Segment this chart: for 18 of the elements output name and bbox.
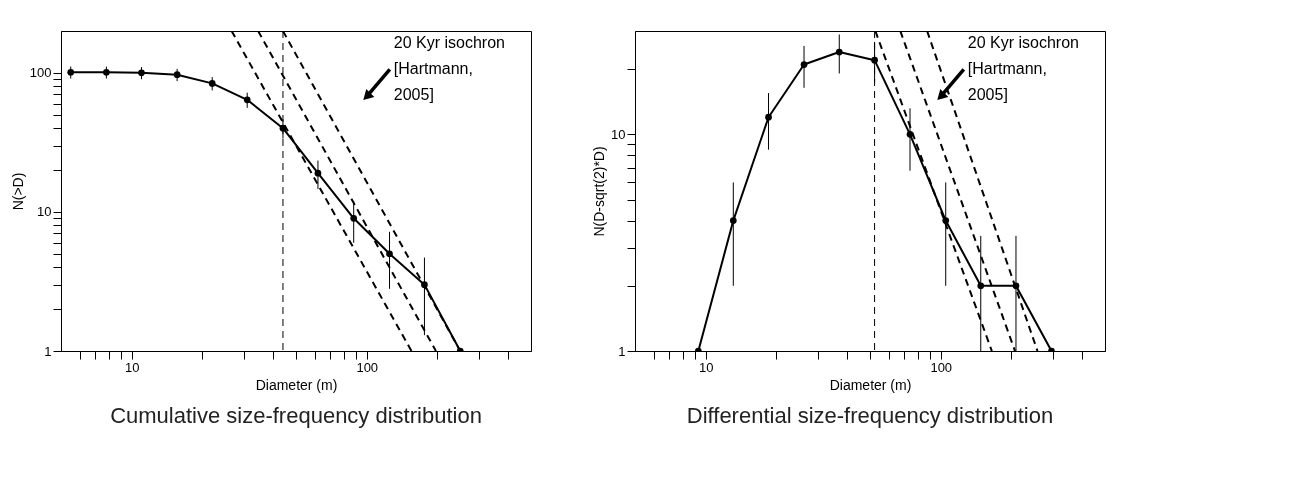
y-tick-label: 1 (44, 343, 52, 359)
y-tick-label: 1 (618, 343, 626, 359)
y-axis-title: N(>D) (9, 172, 26, 211)
text: Cumulative size-frequency distribution (110, 403, 482, 428)
y-tick-label: 100 (29, 65, 52, 81)
x-axis-title: Diameter (m) (829, 376, 912, 393)
point (729, 217, 737, 224)
x-tick-label: 10 (125, 359, 140, 375)
x-tick-label: 100 (356, 359, 379, 375)
point (386, 250, 393, 258)
x-tick-label: 100 (930, 359, 953, 375)
text: Differential size-frequency distribution (686, 403, 1054, 428)
x-axis-title: Diameter (m) (255, 376, 338, 393)
y-tick-label: 10 (37, 204, 52, 220)
y-axis-title: N(D-sqrt(2)*D) (591, 146, 608, 237)
annotation: 20 Kyr isochron [Hartmann, 2005] (393, 34, 505, 104)
annotation: 20 Kyr isochron [Hartmann, 2005] (967, 34, 1079, 104)
x-tick-label: 10 (699, 359, 714, 375)
